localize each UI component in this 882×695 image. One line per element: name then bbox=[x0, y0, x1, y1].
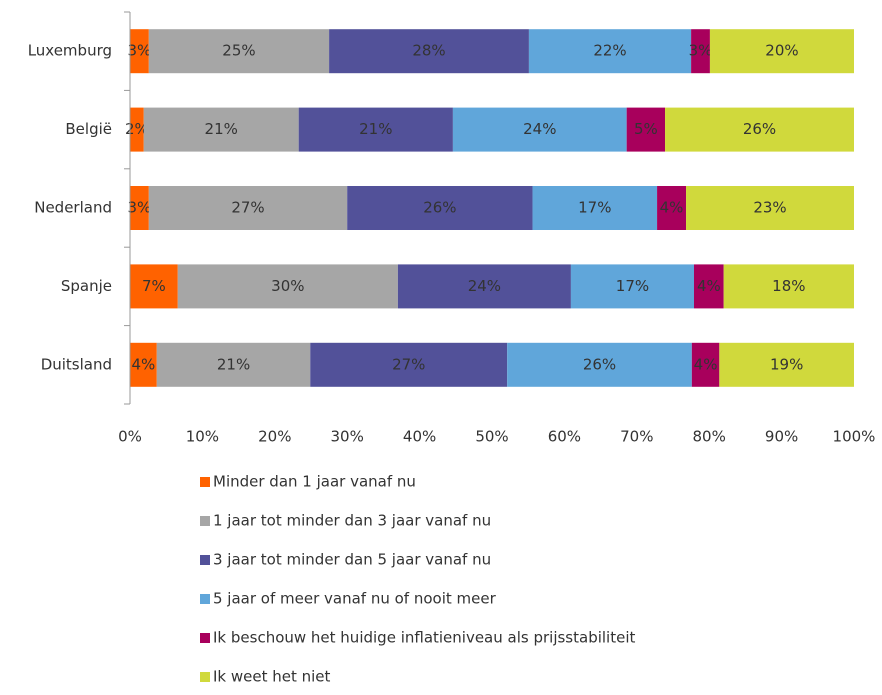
bar-segment bbox=[347, 186, 533, 230]
data-label: 4% bbox=[660, 199, 684, 217]
bar-segment bbox=[686, 186, 854, 230]
data-label: 21% bbox=[205, 120, 238, 138]
data-label: 4% bbox=[131, 355, 155, 373]
data-label: 21% bbox=[217, 355, 250, 373]
legend-swatch bbox=[200, 477, 210, 487]
data-label: 5% bbox=[634, 120, 658, 138]
bar-segment bbox=[143, 107, 299, 152]
bar-segment bbox=[130, 186, 149, 230]
x-tick-label: 100% bbox=[833, 428, 876, 446]
data-label: 24% bbox=[523, 120, 556, 138]
legend-label: 3 jaar tot minder dan 5 jaar vanaf nu bbox=[213, 551, 491, 569]
bar-segment bbox=[156, 342, 311, 387]
bar-segment bbox=[693, 264, 724, 309]
x-tick-label: 60% bbox=[548, 428, 581, 446]
y-tick-label: Spanje bbox=[61, 277, 112, 295]
legend-swatch bbox=[200, 672, 210, 682]
data-label: 28% bbox=[412, 42, 445, 60]
bar-segment bbox=[723, 264, 854, 309]
data-label: 3% bbox=[128, 199, 152, 217]
bar-segment bbox=[148, 186, 348, 230]
data-label: 22% bbox=[593, 42, 626, 60]
bar-segment bbox=[329, 29, 529, 74]
x-tick-label: 0% bbox=[118, 428, 142, 446]
data-label: 17% bbox=[578, 199, 611, 217]
bar-segment bbox=[148, 29, 330, 74]
legend-label: 1 jaar tot minder dan 3 jaar vanaf nu bbox=[213, 512, 491, 530]
legend-swatch bbox=[200, 555, 210, 565]
data-label: 26% bbox=[423, 199, 456, 217]
y-tick-label: Duitsland bbox=[41, 355, 112, 373]
x-tick-label: 50% bbox=[475, 428, 508, 446]
data-label: 7% bbox=[142, 277, 166, 295]
legend-swatch bbox=[200, 594, 210, 604]
data-label: 24% bbox=[468, 277, 501, 295]
bar-segment bbox=[626, 107, 666, 152]
bar-segment bbox=[570, 264, 694, 309]
bar-segment bbox=[709, 29, 854, 74]
y-tick-label: Nederland bbox=[34, 199, 112, 217]
bar-segment bbox=[528, 29, 692, 74]
data-label: 30% bbox=[271, 277, 304, 295]
data-label: 26% bbox=[583, 355, 616, 373]
x-tick-label: 40% bbox=[403, 428, 436, 446]
legend-label: 5 jaar of meer vanaf nu of nooit meer bbox=[213, 590, 497, 608]
legend-label: Ik weet het niet bbox=[213, 668, 331, 686]
bar-segment bbox=[691, 342, 720, 387]
bar-segment bbox=[310, 342, 508, 387]
data-label: 3% bbox=[689, 42, 713, 60]
bar-segment bbox=[130, 107, 144, 152]
bar-segment bbox=[719, 342, 854, 387]
data-label: 2% bbox=[125, 120, 149, 138]
x-tick-label: 90% bbox=[765, 428, 798, 446]
bar-segment bbox=[397, 264, 571, 309]
data-label: 21% bbox=[359, 120, 392, 138]
bar-segment bbox=[691, 29, 710, 74]
y-tick-label: Luxemburg bbox=[28, 42, 112, 60]
legend-swatch bbox=[200, 633, 210, 643]
x-tick-label: 10% bbox=[186, 428, 219, 446]
bar-segment bbox=[507, 342, 692, 387]
bar-segment bbox=[657, 186, 687, 230]
bar-segment bbox=[177, 264, 398, 309]
data-label: 25% bbox=[222, 42, 255, 60]
bar-segment bbox=[130, 264, 178, 309]
data-label: 19% bbox=[770, 355, 803, 373]
bar-segment bbox=[130, 29, 149, 74]
bar-segment bbox=[665, 107, 854, 152]
data-label: 27% bbox=[392, 355, 425, 373]
bar-segment bbox=[298, 107, 453, 152]
legend-label: Ik beschouw het huidige inflatieniveau a… bbox=[213, 629, 635, 647]
data-label: 23% bbox=[753, 199, 786, 217]
bar-segment bbox=[452, 107, 627, 152]
bar-segment bbox=[130, 342, 157, 387]
data-label: 3% bbox=[128, 42, 152, 60]
x-tick-label: 20% bbox=[258, 428, 291, 446]
bar-segment bbox=[532, 186, 658, 230]
x-tick-label: 30% bbox=[331, 428, 364, 446]
data-label: 26% bbox=[743, 120, 776, 138]
data-label: 4% bbox=[694, 355, 718, 373]
y-tick-label: België bbox=[65, 120, 112, 138]
legend-swatch bbox=[200, 516, 210, 526]
x-tick-label: 80% bbox=[693, 428, 726, 446]
data-label: 27% bbox=[231, 199, 264, 217]
data-label: 18% bbox=[772, 277, 805, 295]
data-label: 20% bbox=[765, 42, 798, 60]
data-label: 4% bbox=[697, 277, 721, 295]
legend-label: Minder dan 1 jaar vanaf nu bbox=[213, 473, 416, 491]
x-tick-label: 70% bbox=[620, 428, 653, 446]
data-label: 17% bbox=[616, 277, 649, 295]
